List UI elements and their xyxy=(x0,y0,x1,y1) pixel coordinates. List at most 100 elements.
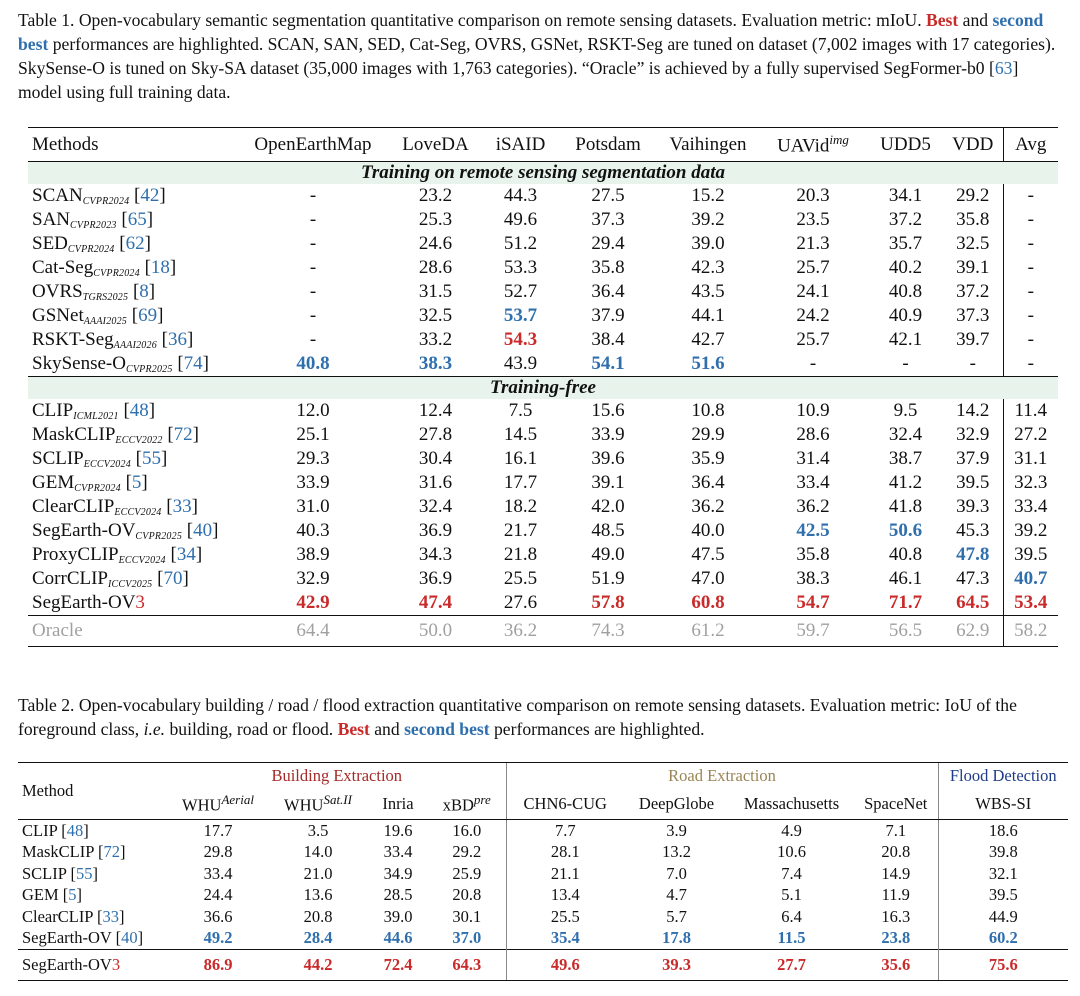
table-cell: 42.1 xyxy=(888,329,923,350)
table-cell: 35.8 xyxy=(591,257,625,278)
table-cell: 72.4 xyxy=(368,949,428,981)
table-cell: 19.6 xyxy=(383,820,413,840)
table-cell: 38.3 xyxy=(418,353,453,374)
table-cell: 7.7 xyxy=(505,819,624,842)
table-cell: 32.9 xyxy=(956,424,990,445)
method-name: Oracle xyxy=(28,615,238,647)
table-cell: 43.9 xyxy=(503,353,538,374)
table-cell: 25.5 xyxy=(505,906,624,928)
table-cell: 23.2 xyxy=(418,185,453,206)
table-cell: 17.8 xyxy=(662,928,691,948)
table-cell: 42.9 xyxy=(296,592,330,613)
method-name: CLIPICML2021 [48] xyxy=(32,400,156,422)
table-cell: 59.7 xyxy=(758,615,868,647)
table-cell: 37.3 xyxy=(591,209,625,230)
table-cell: 39.7 xyxy=(956,329,990,350)
table-cell: 13.2 xyxy=(662,842,691,862)
table-cell: - xyxy=(1002,328,1058,352)
section-training-free: Training-free xyxy=(28,376,1058,399)
table-cell: 34.9 xyxy=(383,863,413,883)
table-cell: 27.8 xyxy=(418,424,453,445)
table-cell: - xyxy=(1002,232,1058,256)
header-methods: Methods xyxy=(28,127,238,162)
table-cell: 10.9 xyxy=(796,400,830,421)
table-cell: - xyxy=(809,353,817,374)
table-row: SEDCVPR2024 [62] - 24.6 51.2 29.4 39.0 21.3 35.… xyxy=(28,232,1058,256)
table-cell: 64.3 xyxy=(428,949,506,981)
header-whu-aerial: WHUAerial xyxy=(168,789,268,820)
table-row: RSKT-SegAAAI2026 [36] - 33.2 54.3 38.4 42.7 25… xyxy=(28,328,1058,352)
method-name: SegEarth-OVCVPR2025 [40] xyxy=(32,520,219,542)
table-cell: 11.5 xyxy=(777,928,806,948)
table-cell: 64.4 xyxy=(238,615,388,647)
table-cell: 49.0 xyxy=(591,544,625,565)
table-cell: 38.9 xyxy=(296,544,330,565)
table-cell: 25.9 xyxy=(452,863,482,883)
table2-rows: CLIP [48] 17.7 3.5 19.6 16.0 7.7 3.9 4.9 7.1 18.6… xyxy=(18,819,1068,950)
table1-caption: Table 1. Open-vocabulary semantic segmen… xyxy=(18,10,1056,102)
table-cell: 29.8 xyxy=(203,842,233,862)
table-cell: 29.9 xyxy=(691,424,725,445)
table-cell: 36.4 xyxy=(691,472,725,493)
table-cell: 36.9 xyxy=(418,520,453,541)
header-potsdam: Potsdam xyxy=(558,127,658,162)
table-cell: 51.6 xyxy=(691,353,725,374)
table-cell: 35.9 xyxy=(691,448,725,469)
table-cell: 33.4 xyxy=(203,863,233,883)
table-cell: 48.5 xyxy=(591,520,625,541)
table-cell: 35.8 xyxy=(796,544,830,565)
table-cell: 4.9 xyxy=(781,820,802,840)
table-cell: 32.5 xyxy=(956,233,990,254)
table-cell: - xyxy=(1002,256,1058,280)
table-cell: 39.5 xyxy=(956,472,990,493)
table-cell: 24.1 xyxy=(796,281,830,302)
header-whu-sat: WHUSat.II xyxy=(268,789,368,820)
method-name: RSKT-SegAAAI2026 [36] xyxy=(32,329,194,351)
method-name: GEMCVPR2024 [5] xyxy=(32,472,148,494)
table1: Methods OpenEarthMap LoveDA iSAID Potsda… xyxy=(28,127,1058,647)
table-cell: 7.0 xyxy=(666,863,687,883)
table-cell: 34.3 xyxy=(418,544,453,565)
table-cell: 25.7 xyxy=(796,257,830,278)
method-name: CLIP [48] xyxy=(22,820,89,840)
table2-caption: Table 2. Open-vocabulary building / road… xyxy=(18,695,1017,739)
table-row: Cat-SegCVPR2024 [18] - 28.6 53.3 35.8 42.3 25.… xyxy=(28,256,1058,280)
table-cell: 57.8 xyxy=(591,592,625,613)
table1-header: Methods OpenEarthMap LoveDA iSAID Potsda… xyxy=(28,127,1058,162)
table-cell: 31.6 xyxy=(418,472,453,493)
group-road: Road Extraction xyxy=(505,762,938,789)
header-xbd: xBDpre xyxy=(428,789,506,820)
method-name: Cat-SegCVPR2024 [18] xyxy=(32,257,177,279)
header-spacenet: SpaceNet xyxy=(854,789,938,820)
table-cell: 31.1 xyxy=(1002,447,1058,471)
table-row: GEMCVPR2024 [5] 33.9 31.6 17.7 39.1 36.4 33.4 4… xyxy=(28,471,1058,495)
table-cell: 45.3 xyxy=(956,520,990,541)
table-cell: 20.8 xyxy=(881,842,911,862)
table-cell: 41.2 xyxy=(888,472,923,493)
table-cell: 38.3 xyxy=(796,568,830,589)
table-cell: 47.0 xyxy=(691,568,725,589)
table-cell: 39.0 xyxy=(383,906,413,926)
table-cell: 13.4 xyxy=(505,884,624,906)
table-cell: 39.6 xyxy=(591,448,625,469)
table-cell: 50.6 xyxy=(888,520,923,541)
header-uavid: UAVidimg xyxy=(758,127,868,162)
table-cell: 29.3 xyxy=(296,448,330,469)
table-cell: 33.4 xyxy=(383,842,413,862)
table-cell: 58.2 xyxy=(1002,615,1058,647)
table-cell: 37.2 xyxy=(956,281,990,302)
header-chn6: CHN6-CUG xyxy=(505,789,624,820)
table-cell: 53.3 xyxy=(503,257,538,278)
header-inria: Inria xyxy=(368,789,428,820)
table-cell: 40.8 xyxy=(888,281,923,302)
table-cell: 11.9 xyxy=(881,885,910,905)
table-cell: 40.9 xyxy=(888,305,923,326)
table-cell: 31.0 xyxy=(296,496,330,517)
table-cell: 44.2 xyxy=(268,949,368,981)
table1-trained-rows: SCANCVPR2024 [42] - 23.2 44.3 27.5 15.2 20.3 34… xyxy=(28,184,1058,377)
table-cell: 43.5 xyxy=(691,281,725,302)
table-cell: 53.4 xyxy=(1002,591,1058,616)
table-cell: - xyxy=(309,329,317,350)
table-row: MaskCLIP [72] 29.8 14.0 33.4 29.2 28.1 13.2 10.… xyxy=(18,841,1068,863)
